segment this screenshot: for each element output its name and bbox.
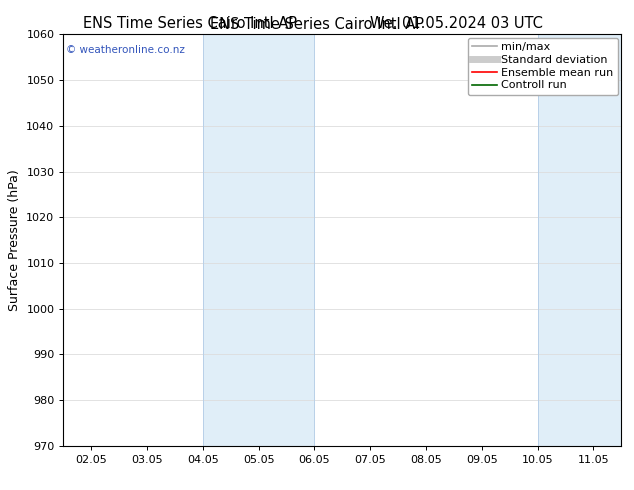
Y-axis label: Surface Pressure (hPa): Surface Pressure (hPa) [8, 169, 21, 311]
Text: ENS Time Series Cairo Intl AP: ENS Time Series Cairo Intl AP [83, 16, 297, 31]
Text: ENS Time Series Cairo Intl AP: ENS Time Series Cairo Intl AP [210, 17, 424, 32]
Text: We. 01.05.2024 03 UTC: We. 01.05.2024 03 UTC [370, 16, 543, 31]
Bar [203, 34, 314, 446]
Text: © weatheronline.co.nz: © weatheronline.co.nz [66, 45, 185, 54]
Legend: min/max, Standard deviation, Ensemble mean run, Controll run: min/max, Standard deviation, Ensemble me… [468, 38, 618, 95]
Bar [538, 34, 634, 446]
